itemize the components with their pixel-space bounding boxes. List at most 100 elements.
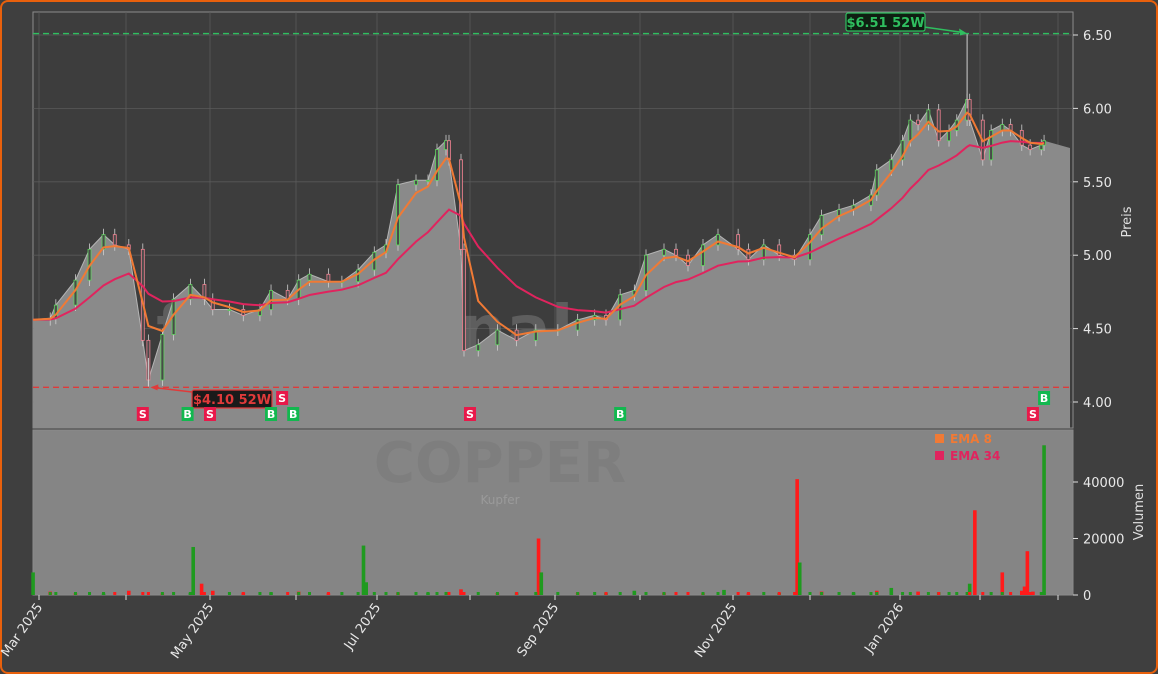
volume-axis-label: Volumen — [1132, 484, 1147, 541]
volume-bar — [852, 592, 856, 595]
candle-body — [674, 248, 678, 256]
volume-bar — [937, 592, 941, 595]
signal-box — [181, 407, 194, 421]
volume-bar — [793, 592, 797, 595]
volume-bar — [286, 592, 290, 595]
volume-tick-label: 0 — [1083, 589, 1091, 604]
legend-swatch — [935, 434, 944, 443]
volume-bar — [396, 592, 400, 595]
volume-bar — [947, 592, 951, 595]
volume-bar — [211, 592, 215, 595]
candle-body — [495, 329, 500, 346]
volume-bar — [1020, 592, 1024, 595]
sell-signal-marker: S — [464, 407, 476, 421]
candle-body — [447, 140, 451, 161]
sell-signal-marker: S — [204, 407, 216, 421]
volume-bar — [593, 592, 597, 595]
volume-bar — [686, 592, 690, 595]
candle-body — [426, 179, 430, 182]
volume-bar — [372, 592, 376, 595]
volume-bar — [968, 592, 972, 595]
y-tick-label: 4.00 — [1083, 396, 1112, 411]
candle-body — [1028, 144, 1033, 150]
volume-bar — [967, 583, 972, 595]
volume-bar — [674, 592, 678, 595]
legend-label: EMA 8 — [950, 432, 992, 446]
volume-bar — [736, 592, 740, 595]
candle-body — [916, 119, 920, 125]
signal-label: B — [183, 408, 191, 421]
volume-bar — [889, 592, 893, 595]
candle-body — [462, 248, 466, 352]
candle-body — [326, 273, 331, 283]
low-52w-badge — [191, 389, 273, 409]
volume-bar — [536, 538, 541, 595]
volume-bar — [515, 592, 519, 595]
high-52w-arrow — [923, 26, 964, 34]
volume-bar — [258, 592, 262, 595]
volume-bar — [1009, 592, 1013, 595]
volume-panel — [32, 429, 1074, 596]
candle-body — [444, 140, 448, 150]
x-tick-label: Sep 2025 — [515, 601, 563, 660]
candle-body — [476, 344, 481, 352]
volume-bar — [777, 592, 781, 595]
candle-body — [1039, 144, 1044, 150]
volume-bar — [102, 592, 106, 595]
volume-bar — [361, 545, 366, 595]
signal-box — [1026, 407, 1039, 421]
candle-body — [414, 179, 418, 186]
volume-bar — [1042, 445, 1046, 595]
ema-8-line — [33, 111, 1045, 337]
volume-bar — [172, 592, 176, 595]
volume-bar — [202, 592, 206, 595]
volume-bar — [1000, 592, 1004, 595]
sell-signal-marker: S — [276, 391, 289, 405]
volume-bar — [632, 592, 636, 595]
volume-bar — [459, 592, 463, 595]
symbol-watermark: COPPER — [374, 431, 626, 496]
volume-bar — [48, 592, 52, 595]
candle-body — [575, 319, 580, 331]
high-52w-badge — [845, 12, 926, 32]
y-tick-label: 4.50 — [1083, 323, 1112, 338]
candle-body — [716, 234, 720, 246]
low-52w-label: $4.10 52W — [193, 393, 271, 408]
candle-body — [435, 149, 439, 181]
candle-body — [819, 215, 824, 236]
buy-signal-marker: B — [181, 407, 194, 421]
signal-box — [614, 407, 627, 421]
volume-bar — [965, 592, 969, 595]
volume-bar — [326, 592, 330, 595]
volume-bar — [901, 592, 905, 595]
volume-bar — [662, 592, 666, 595]
high-52w-arrowhead — [959, 28, 968, 36]
candle-body — [112, 234, 117, 246]
volume-bar — [88, 592, 92, 595]
signal-box — [136, 407, 149, 421]
volume-bar — [989, 592, 993, 595]
y-tick-label: 5.00 — [1083, 249, 1112, 264]
volume-bar — [820, 592, 824, 595]
volume-bar — [908, 592, 912, 595]
candle-body — [761, 244, 766, 261]
buy-signal-marker: B — [265, 407, 278, 421]
volume-bar — [808, 592, 812, 595]
candle-body — [101, 234, 106, 250]
volume-bar — [981, 592, 985, 595]
candle-body — [356, 269, 361, 283]
buy-signal-marker: B — [287, 407, 300, 421]
volume-bar — [618, 592, 622, 595]
volume-bar — [31, 592, 35, 595]
candle-body — [926, 109, 931, 125]
volume-bar — [364, 582, 368, 595]
volume-bar — [462, 592, 466, 595]
candle-body — [808, 234, 812, 261]
volume-bar — [722, 589, 726, 595]
candle-body — [777, 244, 782, 256]
volume-bar — [495, 592, 499, 595]
signal-label: S — [278, 392, 286, 405]
candle-body — [307, 273, 312, 281]
volume-bar — [476, 592, 480, 595]
volume-bar — [916, 592, 920, 595]
